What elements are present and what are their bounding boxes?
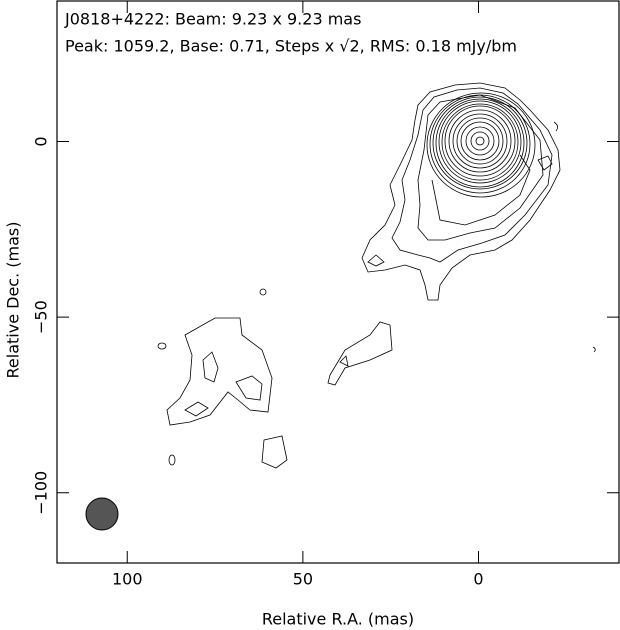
plot-frame: [56, 0, 620, 564]
y-tick-label: −100: [32, 471, 51, 515]
x-tick-label: 0: [473, 570, 483, 589]
chart-subtitle: Peak: 1059.2, Base: 0.71, Steps x √2, RM…: [65, 37, 517, 56]
y-tick-label: −50: [32, 300, 51, 334]
contours: [157, 82, 596, 469]
beam: [85, 497, 119, 531]
x-tick-label: 50: [293, 570, 313, 589]
chart-title: J0818+4222: Beam: 9.23 x 9.23 mas: [64, 10, 361, 29]
x-axis-label: Relative R.A. (mas): [262, 610, 414, 629]
x-tick-label: 100: [112, 570, 143, 589]
y-tick-label: 0: [32, 136, 51, 146]
y-axis-label: Relative Dec. (mas): [4, 222, 23, 379]
